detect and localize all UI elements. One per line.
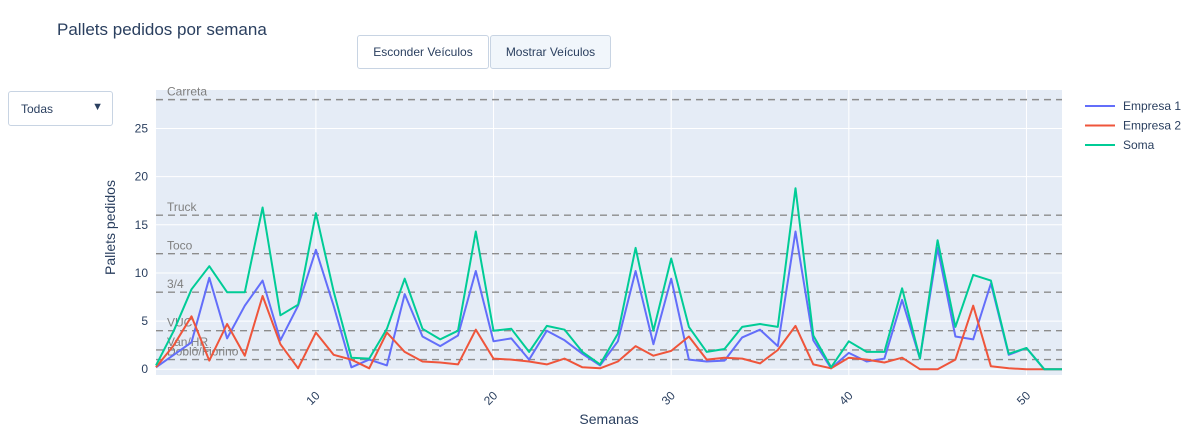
- y-tick-label: 5: [141, 314, 148, 328]
- x-tick-label: 20: [481, 388, 501, 408]
- x-tick-label: 40: [836, 388, 856, 408]
- reference-line-label: Carreta: [167, 85, 207, 99]
- series-line: [155, 187, 1062, 371]
- y-axis-title: Pallets pedidos: [102, 180, 118, 275]
- series-line: [155, 295, 1062, 371]
- series-lines: [155, 187, 1062, 371]
- x-tick-label: 50: [1014, 388, 1034, 408]
- y-tick-label: 0: [141, 362, 148, 376]
- y-axis-ticks: 0 5 10 15 20 25: [135, 122, 149, 377]
- dropdown-selected-value: Todas: [21, 101, 54, 116]
- chart-title: Pallets pedidos por semana: [57, 20, 267, 39]
- x-tick-label: 10: [303, 388, 323, 408]
- x-axis-ticks: 10 20 30 40 50: [303, 388, 1033, 408]
- caret-down-icon: ▼: [92, 101, 103, 113]
- show-vehicles-button[interactable]: Mostrar Veículos: [490, 35, 611, 69]
- plot-background: [156, 90, 1062, 375]
- y-tick-label: 15: [135, 218, 149, 232]
- y-tick-label: 25: [135, 122, 149, 136]
- reference-line-label: Truck: [167, 200, 198, 214]
- x-axis-title: Semanas: [579, 411, 638, 427]
- reference-line-label: 3/4: [167, 277, 184, 291]
- company-filter-dropdown[interactable]: Todas ▼: [8, 91, 113, 126]
- y-tick-label: 20: [135, 170, 149, 184]
- series-line: [155, 230, 1062, 371]
- legend: Empresa 1 Empresa 2 Soma: [1085, 99, 1181, 152]
- x-tick-label: 30: [659, 388, 679, 408]
- y-tick-label: 10: [135, 266, 149, 280]
- legend-entry[interactable]: Empresa 2: [1123, 119, 1181, 133]
- legend-entry[interactable]: Empresa 1: [1123, 99, 1181, 113]
- hide-vehicles-button[interactable]: Esconder Veículos: [357, 35, 489, 69]
- reference-line-label: Toco: [167, 239, 193, 253]
- legend-entry[interactable]: Soma: [1123, 138, 1155, 152]
